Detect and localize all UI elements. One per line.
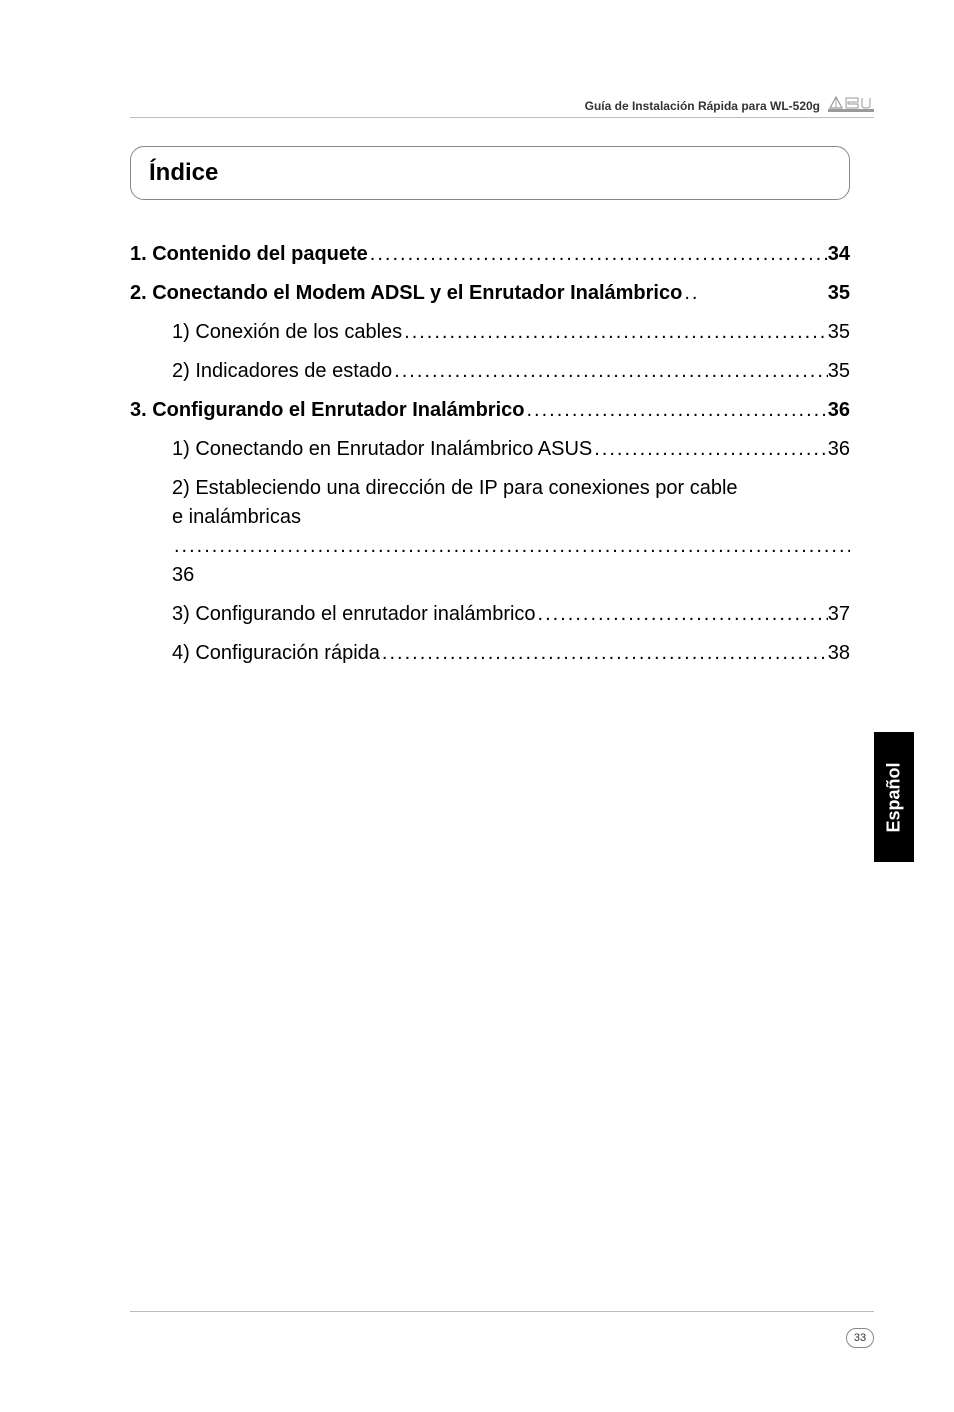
toc-label: 3. Configurando el Enrutador Inalámbrico <box>130 396 524 425</box>
toc-leader: ........................................… <box>392 357 828 386</box>
toc-item: 1) Conectando en Enrutador Inalámbrico A… <box>130 435 850 464</box>
page: Guía de Instalación Rápida para WL-520g … <box>0 0 954 1412</box>
toc-item: 4) Configuración rápida ................… <box>130 639 850 668</box>
toc-item: 1. Contenido del paquete ...............… <box>130 240 850 269</box>
footer-rule <box>130 1311 874 1312</box>
toc-page: 35 <box>828 318 850 347</box>
toc-leader: ........................................… <box>536 600 828 629</box>
toc-label: 2. Conectando el Modem ADSL y el Enrutad… <box>130 279 682 308</box>
toc-page: 38 <box>828 639 850 668</box>
page-number-badge: 33 <box>846 1328 874 1348</box>
toc-label: 1) Conexión de los cables <box>172 318 402 347</box>
header-inner: Guía de Instalación Rápida para WL-520g <box>130 82 874 117</box>
toc-label: 2) Estableciendo una dirección de IP par… <box>172 474 850 503</box>
toc-leader: .. <box>682 279 827 308</box>
toc-label-continued: e inalámbricas <box>172 503 301 532</box>
toc-label: 2) Indicadores de estado <box>172 357 392 386</box>
header-strip: Guía de Instalación Rápida para WL-520g <box>130 82 874 118</box>
language-side-tab: Español <box>874 732 914 862</box>
toc-leader: ........................................… <box>172 532 850 561</box>
toc-leader: ........................................… <box>592 435 828 464</box>
toc-page: 37 <box>828 600 850 629</box>
guide-title: Guía de Instalación Rápida para WL-520g <box>585 99 820 113</box>
toc-leader: ........................................… <box>368 240 828 269</box>
section-heading: Índice <box>149 159 218 187</box>
toc-page: 36 <box>828 396 850 425</box>
section-heading-box: Índice <box>130 146 850 200</box>
toc-page: 34 <box>828 240 850 269</box>
brand-logo-icon <box>828 95 874 113</box>
toc-leader: ........................................… <box>524 396 827 425</box>
toc-page: 35 <box>828 357 850 386</box>
toc-label: 4) Configuración rápida <box>172 639 380 668</box>
toc-label: 1. Contenido del paquete <box>130 240 368 269</box>
table-of-contents: 1. Contenido del paquete ...............… <box>130 240 850 678</box>
toc-leader: ........................................… <box>402 318 828 347</box>
toc-page: 35 <box>828 279 850 308</box>
toc-item: 1) Conexión de los cables ..............… <box>130 318 850 347</box>
toc-item: 3. Configurando el Enrutador Inalámbrico… <box>130 396 850 425</box>
toc-label: 1) Conectando en Enrutador Inalámbrico A… <box>172 435 592 464</box>
toc-label: 3) Configurando el enrutador inalámbrico <box>172 600 536 629</box>
toc-page: 36 <box>828 435 850 464</box>
toc-item: 2) Indicadores de estado ...............… <box>130 357 850 386</box>
toc-item: 2) Estableciendo una dirección de IP par… <box>130 474 850 590</box>
toc-page: 36 <box>172 561 194 590</box>
toc-leader: ........................................… <box>380 639 828 668</box>
page-number: 33 <box>854 1332 866 1344</box>
toc-item: 2. Conectando el Modem ADSL y el Enrutad… <box>130 279 850 308</box>
language-label: Español <box>884 762 905 832</box>
toc-item: 3) Configurando el enrutador inalámbrico… <box>130 600 850 629</box>
